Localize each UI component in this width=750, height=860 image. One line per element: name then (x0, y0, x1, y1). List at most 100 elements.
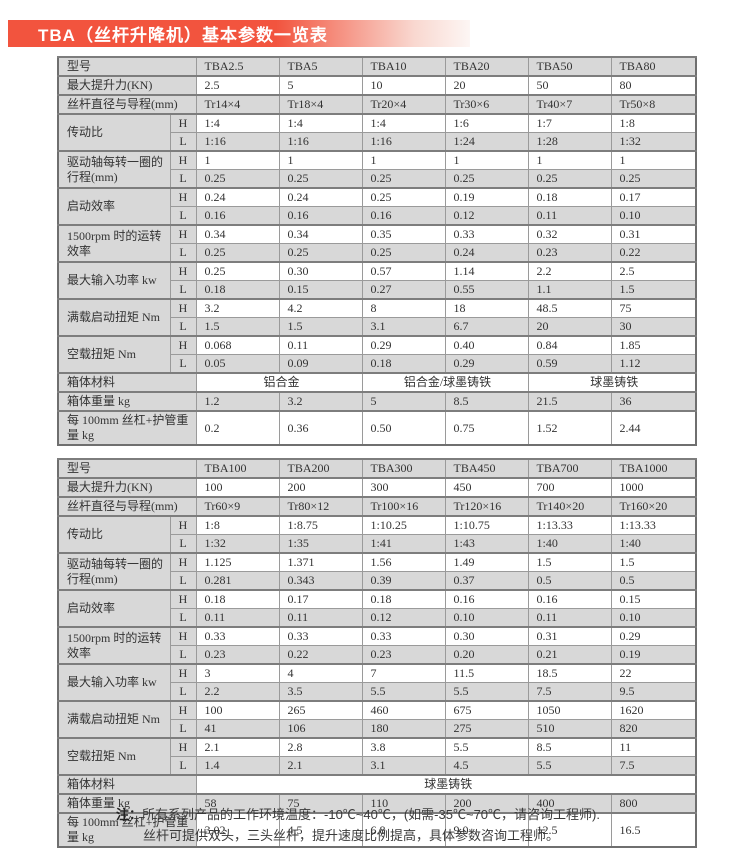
value-cell: 0.23 (195, 645, 280, 665)
param-label-transmission-ratio: 传动比 (57, 113, 171, 152)
value-cell: 106 (278, 719, 363, 739)
footnote: 注：所有系列产品的工作环境温度：-10℃~40℃，(如需-35℃~70℃，请咨询… (116, 804, 600, 846)
value-cell: 510 (527, 719, 612, 739)
value-cell: 400 (527, 793, 612, 814)
param-label-max-input-power-kw: 最大输入功率 kw (57, 261, 171, 300)
value-cell: 1:8 (195, 515, 280, 535)
value-cell: 7.5 (610, 756, 697, 776)
value-cell: 0.75 (444, 410, 529, 446)
value-cell: 20 (527, 317, 612, 337)
value-cell: 800 (610, 793, 697, 814)
table-row-running-efficiency-1500rpm-low: L 0.23 0.22 0.23 0.20 0.21 0.19 (58, 645, 697, 665)
value-cell: 450 (444, 477, 529, 498)
value-cell: 3.2 (278, 391, 363, 412)
merged-value-cell: 球墨铸铁 (527, 372, 697, 393)
value-cell: 2.1 (278, 756, 363, 776)
param-label-travel-per-revolution-mm: 驱动轴每转一圈的行程(mm) (57, 150, 171, 189)
value-cell: 0.15 (610, 589, 697, 609)
value-cell: Tr100×16 (361, 496, 446, 517)
value-cell: 4 (278, 663, 363, 683)
value-cell: 1 (278, 150, 363, 170)
value-cell: 0.25 (361, 243, 446, 263)
value-cell: TBA2.5 (195, 56, 280, 77)
value-cell: 0.25 (610, 169, 697, 189)
param-label-max-lift-force-kn: 最大提升力(KN) (57, 75, 197, 96)
value-cell: 0.25 (195, 261, 280, 281)
value-cell: 6.7 (444, 317, 529, 337)
table-row-starting-efficiency-low: L 0.16 0.16 0.16 0.12 0.11 0.10 (58, 206, 697, 226)
value-cell: 4.2 (278, 298, 363, 318)
table-row-max-lift-force-kn: 最大提升力(KN) 2.5 5 10 20 50 80 (57, 75, 697, 96)
value-cell: 0.16 (361, 206, 446, 226)
param-label-full-load-starting-torque-nm: 满载启动扭矩 Nm (57, 700, 171, 739)
value-cell: 0.18 (361, 589, 446, 609)
value-cell: 2.5 (195, 75, 280, 96)
value-cell: 21.5 (527, 391, 612, 412)
value-cell: TBA200 (278, 458, 363, 479)
param-label-model: 型号 (57, 56, 197, 77)
value-cell: 0.11 (527, 608, 612, 628)
value-cell: 20 (444, 75, 529, 96)
value-cell: 265 (278, 700, 363, 720)
value-cell: 1 (610, 150, 697, 170)
value-cell: 22 (610, 663, 697, 683)
value-cell: Tr120×16 (444, 496, 529, 517)
value-cell: 0.25 (527, 169, 612, 189)
value-cell: 0.2 (195, 410, 280, 446)
value-cell: 0.12 (361, 608, 446, 628)
value-cell: 0.18 (195, 280, 280, 300)
value-cell: 0.16 (278, 206, 363, 226)
merged-value-cell: 铝合金 (195, 372, 363, 393)
hl-label-high: H (169, 150, 197, 170)
value-cell: 1:40 (527, 534, 612, 554)
value-cell: 0.17 (278, 589, 363, 609)
value-cell: 18.5 (527, 663, 612, 683)
value-cell: 0.24 (278, 187, 363, 207)
value-cell: Tr30×6 (444, 94, 529, 115)
value-cell: 1.5 (527, 552, 612, 572)
value-cell: 6.8 (361, 812, 446, 848)
value-cell: 0.30 (444, 626, 529, 646)
value-cell: 0.33 (361, 626, 446, 646)
hl-label-high: H (169, 515, 197, 535)
table-row-housing-weight-kg: 箱体重量 kg 1.2 3.2 5 8.5 21.5 36 (57, 391, 697, 412)
value-cell: 1.4 (195, 756, 280, 776)
hl-label-low: L (169, 243, 197, 263)
value-cell: 2.1 (195, 737, 280, 757)
value-cell: 3 (195, 663, 280, 683)
table-row-housing-weight-kg: 箱体重量 kg 58 75 110 200 400 800 (57, 793, 697, 814)
value-cell: 1:16 (195, 132, 280, 152)
value-cell: 12.5 (527, 812, 612, 848)
table-row-screw-diameter-lead-mm: 丝杆直径与导程(mm) Tr60×9 Tr80×12 Tr100×16 Tr120×16… (57, 496, 697, 517)
param-label-housing-material: 箱体材料 (57, 372, 197, 393)
value-cell: 1:16 (361, 132, 446, 152)
param-label-screw-diameter-lead-mm: 丝杆直径与导程(mm) (57, 496, 197, 517)
table-row-no-load-torque-nm-low: L 1.4 2.1 3.1 4.5 5.5 7.5 (58, 756, 697, 776)
value-cell: 1.52 (527, 410, 612, 446)
value-cell: 11.5 (444, 663, 529, 683)
value-cell: 5 (278, 75, 363, 96)
hl-label-high: H (169, 261, 197, 281)
value-cell: 820 (610, 719, 697, 739)
hl-label-high: H (169, 552, 197, 572)
value-cell: TBA10 (361, 56, 446, 77)
value-cell: 0.34 (195, 224, 280, 244)
value-cell: 1.56 (361, 552, 446, 572)
param-label-model: 型号 (57, 458, 197, 479)
footnote-prefix: 注： (116, 807, 143, 822)
value-cell: 5.5 (444, 737, 529, 757)
value-cell: 0.19 (444, 187, 529, 207)
merged-value-cell: 铝合金/球墨铸铁 (361, 372, 529, 393)
param-label-screw-diameter-lead-mm: 丝杆直径与导程(mm) (57, 94, 197, 115)
value-cell: 0.35 (361, 224, 446, 244)
value-cell: 4.5 (444, 756, 529, 776)
value-cell: 200 (278, 477, 363, 498)
param-label-transmission-ratio: 传动比 (57, 515, 171, 554)
table-row-max-input-power-kw: 最大输入功率 kw H 3 4 7 11.5 18.5 22 (57, 663, 697, 702)
value-cell: 5 (361, 391, 446, 412)
value-cell: 0.068 (195, 335, 280, 355)
value-cell: 0.59 (527, 354, 612, 374)
value-cell: 1:4 (361, 113, 446, 133)
value-cell: 0.17 (610, 187, 697, 207)
value-cell: 0.24 (444, 243, 529, 263)
